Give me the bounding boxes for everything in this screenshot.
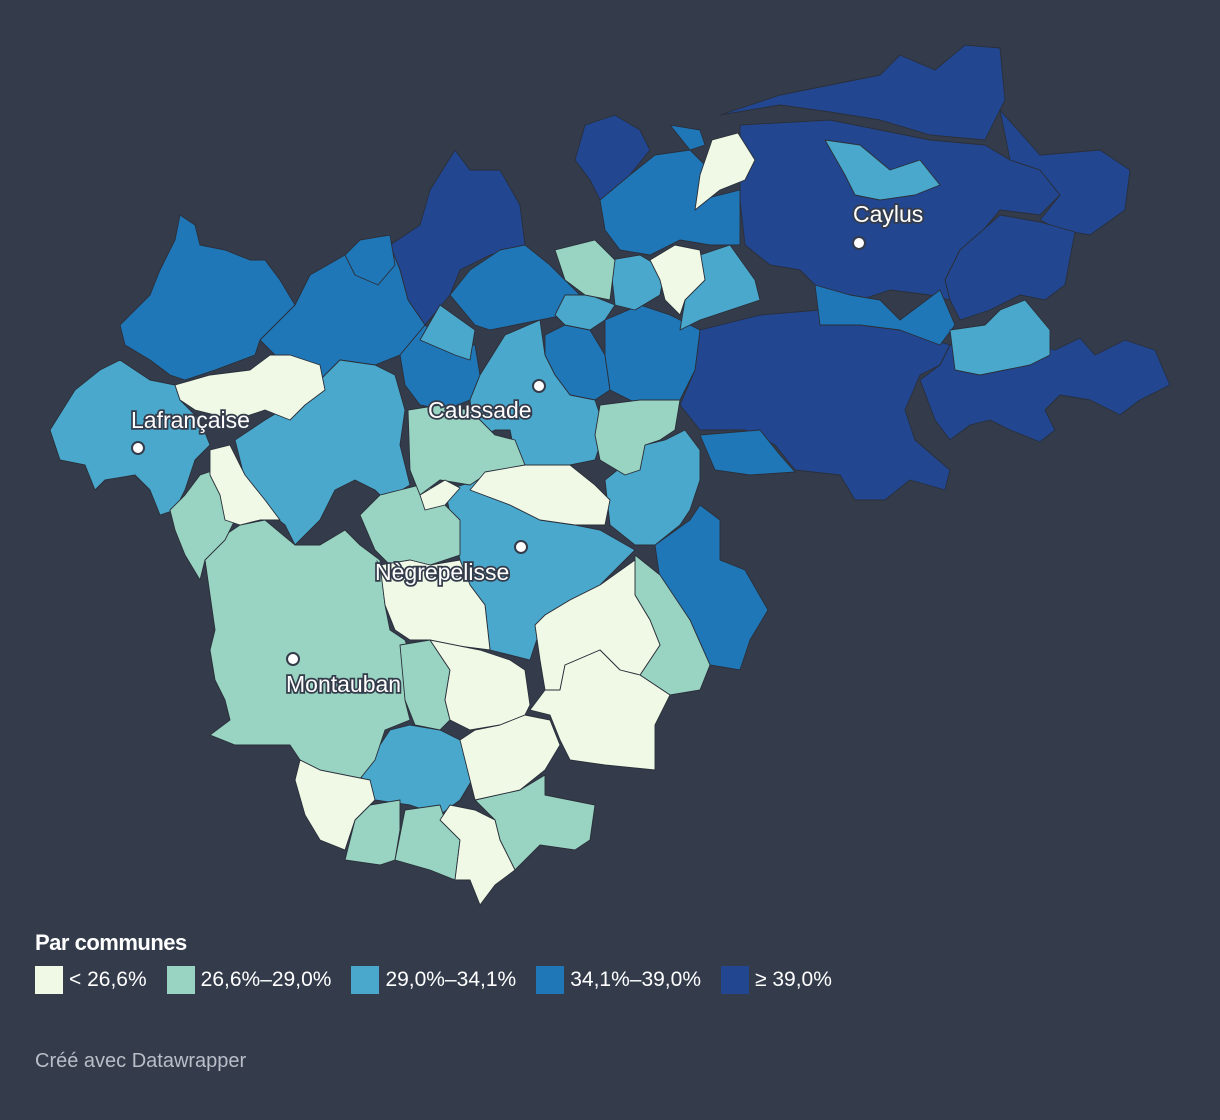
- commune-region[interactable]: [49, 359, 211, 516]
- city-marker-caylus[interactable]: Caylus: [851, 199, 925, 250]
- legend-label: ≥ 39,0%: [755, 968, 832, 991]
- city-label-caylus: Caylus: [853, 201, 923, 227]
- commune-region[interactable]: [609, 254, 666, 311]
- commune-region[interactable]: [439, 804, 516, 906]
- commune-region[interactable]: [169, 469, 236, 581]
- legend-swatch: [721, 966, 749, 994]
- commune-region[interactable]: [699, 429, 796, 476]
- legend-item[interactable]: ≥ 39,0%: [721, 966, 832, 994]
- legend-items: < 26,6% 26,6%–29,0% 29,0%–34,1% 34,1%–39…: [35, 966, 852, 994]
- commune-region[interactable]: [419, 304, 476, 361]
- legend-swatch: [166, 966, 195, 994]
- city-dot: [286, 652, 300, 666]
- city-label-negrepelisse: Nègrepelisse: [375, 559, 509, 585]
- commune-region[interactable]: [814, 284, 956, 346]
- legend: Par communes < 26,6% 26,6%–29,0% 29,0%–3…: [35, 930, 852, 994]
- legend-swatch: [351, 966, 380, 994]
- legend-label: 26,6%–29,0%: [200, 968, 332, 991]
- commune-region[interactable]: [649, 244, 706, 316]
- legend-swatch: [35, 966, 63, 994]
- commune-region[interactable]: [379, 559, 491, 651]
- city-marker-caussade[interactable]: Caussade: [426, 379, 546, 425]
- commune-region[interactable]: [604, 304, 701, 406]
- commune-region[interactable]: [294, 759, 376, 851]
- commune-region[interactable]: [209, 444, 281, 526]
- city-dot: [852, 236, 866, 250]
- legend-item[interactable]: 29,0%–34,1%: [351, 966, 516, 994]
- commune-region[interactable]: [204, 519, 421, 786]
- city-markers: Caylus Caussade Lafrançaise Nègrepelisse…: [129, 199, 925, 699]
- commune-region[interactable]: [824, 139, 941, 201]
- legend-item[interactable]: < 26,6%: [35, 966, 147, 994]
- commune-region[interactable]: [459, 714, 561, 801]
- legend-item[interactable]: 26,6%–29,0%: [166, 966, 332, 994]
- commune-region[interactable]: [119, 214, 296, 381]
- city-label-lafrancaise: Lafrançaise: [131, 407, 250, 433]
- city-label-caussade: Caussade: [428, 397, 532, 423]
- city-dot: [131, 441, 145, 455]
- commune-region[interactable]: [469, 464, 611, 526]
- legend-label: < 26,6%: [69, 968, 147, 991]
- choropleth-map: Caylus Caussade Lafrançaise Nègrepelisse…: [49, 44, 1171, 906]
- city-label-montauban: Montauban: [286, 671, 401, 697]
- city-marker-montauban[interactable]: Montauban: [284, 652, 403, 699]
- commune-region[interactable]: [944, 214, 1076, 321]
- legend-label: 29,0%–34,1%: [385, 968, 517, 991]
- city-dot: [514, 540, 528, 554]
- legend-title: Par communes: [35, 930, 187, 955]
- commune-region[interactable]: [344, 234, 396, 286]
- commune-region[interactable]: [554, 239, 616, 301]
- legend-label: 34,1%–39,0%: [570, 968, 701, 991]
- commune-region[interactable]: [594, 399, 681, 476]
- commune-region[interactable]: [679, 309, 951, 501]
- commune-region[interactable]: [719, 44, 1006, 141]
- city-marker-negrepelisse[interactable]: Nègrepelisse: [373, 540, 528, 587]
- commune-region[interactable]: [174, 354, 326, 421]
- commune-region[interactable]: [694, 132, 756, 211]
- commune-regions: [49, 44, 1171, 906]
- commune-region[interactable]: [419, 479, 461, 511]
- commune-region[interactable]: [529, 649, 671, 771]
- legend-swatch: [536, 966, 565, 994]
- legend-item[interactable]: 34,1%–39,0%: [536, 966, 701, 994]
- commune-region[interactable]: [949, 299, 1051, 376]
- datawrapper-credit[interactable]: Créé avec Datawrapper: [35, 1050, 247, 1072]
- city-marker-lafrancaise[interactable]: Lafrançaise: [129, 405, 252, 455]
- commune-region[interactable]: [669, 124, 706, 151]
- city-dot: [532, 379, 546, 393]
